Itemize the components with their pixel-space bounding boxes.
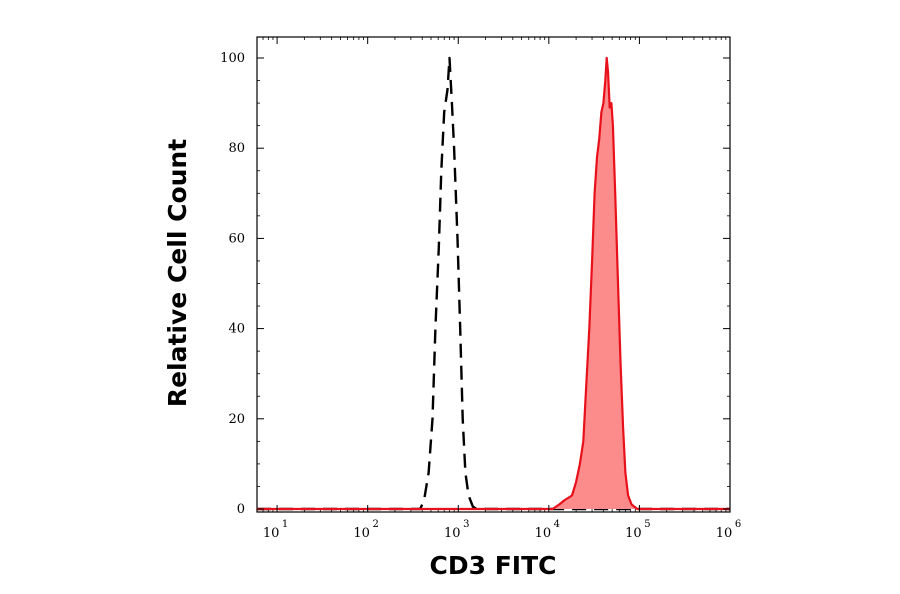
x-tick-label-0: 10 <box>263 526 280 541</box>
x-tick-label-2: 10 <box>444 526 461 541</box>
series-layer <box>257 56 730 511</box>
y-tick-label-5: 100 <box>220 51 245 66</box>
y-tick-label-4: 80 <box>228 141 245 156</box>
y-tick-label-0: 0 <box>237 502 245 517</box>
x-tick-label-5: 10 <box>716 526 733 541</box>
x-tick-exponent-3: 4 <box>554 519 560 530</box>
minor-ticks <box>256 37 727 512</box>
x-tick-exponent-0: 1 <box>282 519 288 530</box>
plot-frame <box>256 36 731 513</box>
x-axis-title: CD3 FITC <box>430 551 557 580</box>
y-axis-ticks: 0 20 40 60 80 100 <box>220 51 730 517</box>
series-line-0 <box>257 56 730 511</box>
y-axis-title: Relative Cell Count <box>163 139 192 407</box>
x-tick-label-3: 10 <box>535 526 552 541</box>
y-tick-label-2: 40 <box>228 322 245 337</box>
series-line-1 <box>257 56 730 511</box>
y-tick-label-1: 20 <box>228 412 245 427</box>
x-tick-exponent-1: 2 <box>372 519 378 530</box>
x-tick-exponent-4: 5 <box>644 519 650 530</box>
y-tick-label-3: 60 <box>228 231 245 246</box>
x-tick-exponent-5: 6 <box>735 519 741 530</box>
x-tick-label-1: 10 <box>353 526 370 541</box>
x-tick-exponent-2: 3 <box>463 519 469 530</box>
x-tick-label-4: 10 <box>625 526 642 541</box>
series-fill-1 <box>257 58 730 509</box>
